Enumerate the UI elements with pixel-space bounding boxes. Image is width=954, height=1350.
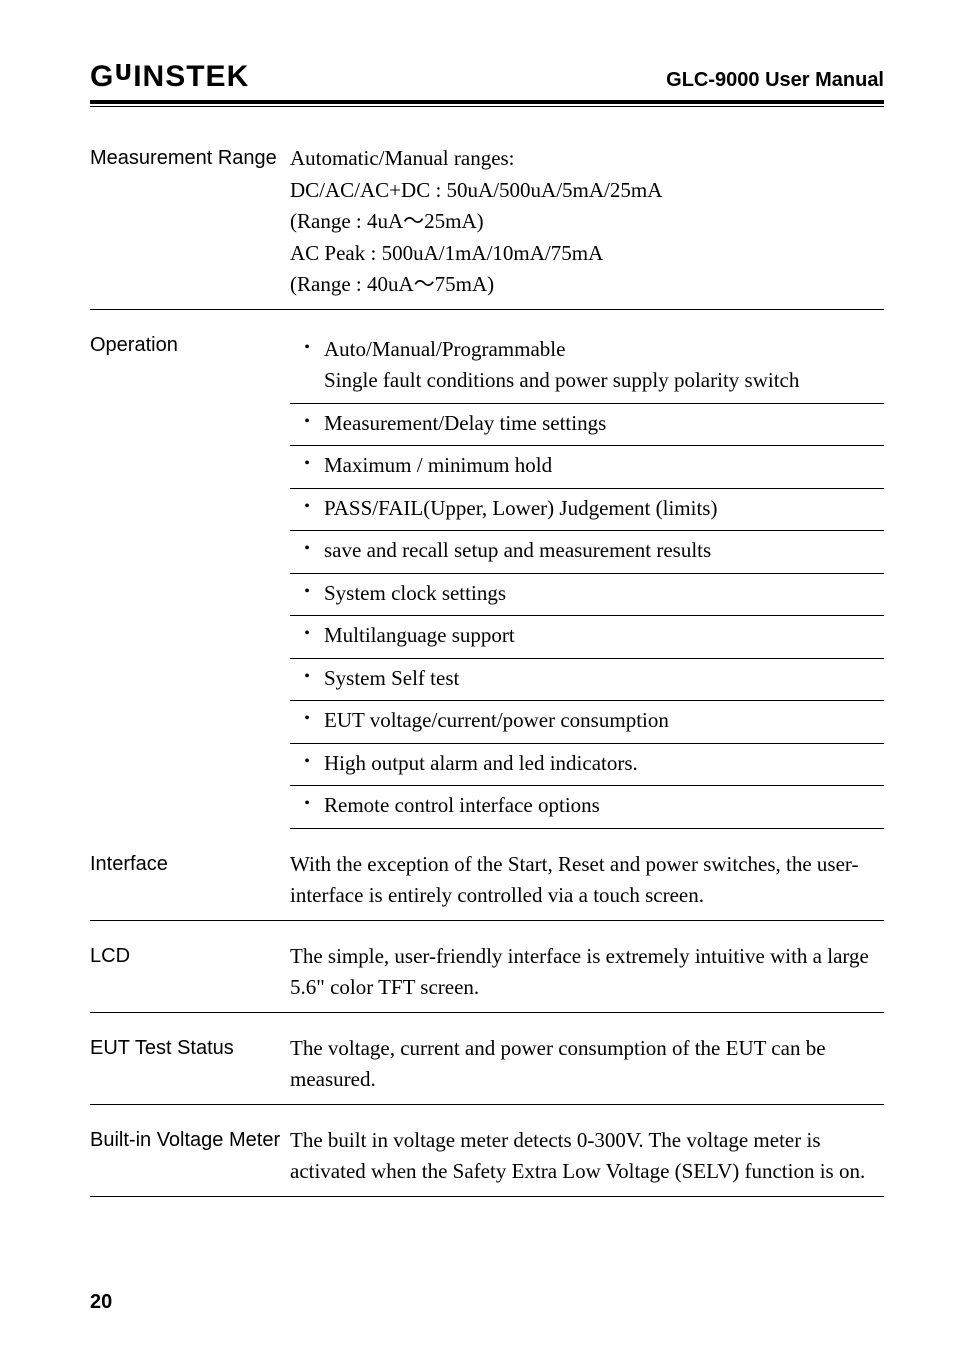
section-label: Operation xyxy=(90,330,290,829)
bullet-icon: • xyxy=(290,620,324,652)
item-text: Multilanguage support xyxy=(324,620,884,652)
section-built-in-voltage-meter: Built-in Voltage Meter The built in volt… xyxy=(90,1125,884,1197)
section-label: EUT Test Status xyxy=(90,1033,290,1096)
section-measurement-range: Measurement Range Automatic/Manual range… xyxy=(90,143,884,310)
item-text: System clock settings xyxy=(324,578,884,610)
bullet-icon: • xyxy=(290,663,324,695)
body-line: DC/AC/AC+DC : 50uA/500uA/5mA/25mA xyxy=(290,175,884,207)
logo-text: G𝗨INSTEK xyxy=(90,60,249,93)
header-rule-thick xyxy=(90,100,884,104)
section-interface: Interface With the exception of the Star… xyxy=(90,849,884,921)
list-item: • System clock settings xyxy=(290,574,884,617)
list-item: • EUT voltage/current/power consumption xyxy=(290,701,884,744)
item-text: Measurement/Delay time settings xyxy=(324,408,884,440)
list-item: • PASS/FAIL(Upper, Lower) Judgement (lim… xyxy=(290,489,884,532)
bullet-icon: • xyxy=(290,705,324,737)
brand-logo: G𝗨INSTEK xyxy=(90,60,249,94)
page-content: Measurement Range Automatic/Manual range… xyxy=(90,143,884,1197)
list-item: • Remote control interface options xyxy=(290,786,884,829)
section-body: The built in voltage meter detects 0-300… xyxy=(290,1125,884,1188)
list-item: • Measurement/Delay time settings xyxy=(290,404,884,447)
page-number: 20 xyxy=(90,1291,112,1314)
list-item: • System Self test xyxy=(290,659,884,702)
item-text: Remote control interface options xyxy=(324,790,884,822)
operation-list: • Auto/Manual/ProgrammableSingle fault c… xyxy=(290,330,884,829)
section-body: The voltage, current and power consumpti… xyxy=(290,1033,884,1096)
bullet-icon: • xyxy=(290,790,324,822)
section-label: Built-in Voltage Meter xyxy=(90,1125,290,1188)
bullet-icon: • xyxy=(290,334,324,397)
body-line: (Range : 4uA～25mA) xyxy=(290,206,884,238)
bullet-icon: • xyxy=(290,748,324,780)
section-label: Measurement Range xyxy=(90,143,290,301)
section-label: LCD xyxy=(90,941,290,1004)
section-body: With the exception of the Start, Reset a… xyxy=(290,849,884,912)
section-operation: Operation • Auto/Manual/ProgrammableSing… xyxy=(90,330,884,829)
body-line: Automatic/Manual ranges: xyxy=(290,143,884,175)
manual-title: GLC-9000 User Manual xyxy=(666,69,884,92)
list-item: • save and recall setup and measurement … xyxy=(290,531,884,574)
section-label: Interface xyxy=(90,849,290,912)
bullet-icon: • xyxy=(290,493,324,525)
bullet-icon: • xyxy=(290,450,324,482)
section-body: Automatic/Manual ranges: DC/AC/AC+DC : 5… xyxy=(290,143,884,301)
body-line: AC Peak : 500uA/1mA/10mA/75mA xyxy=(290,238,884,270)
section-body: • Auto/Manual/ProgrammableSingle fault c… xyxy=(290,330,884,829)
item-text: Auto/Manual/ProgrammableSingle fault con… xyxy=(324,334,884,397)
list-item: • Maximum / minimum hold xyxy=(290,446,884,489)
item-text: High output alarm and led indicators. xyxy=(324,748,884,780)
item-text: save and recall setup and measurement re… xyxy=(324,535,884,567)
bullet-icon: • xyxy=(290,408,324,440)
page-header: G𝗨INSTEK GLC-9000 User Manual xyxy=(90,60,884,94)
header-rule-thin xyxy=(90,106,884,107)
item-text: System Self test xyxy=(324,663,884,695)
list-item: • High output alarm and led indicators. xyxy=(290,744,884,787)
body-line: (Range : 40uA～75mA) xyxy=(290,269,884,301)
item-text: Maximum / minimum hold xyxy=(324,450,884,482)
list-item: • Multilanguage support xyxy=(290,616,884,659)
bullet-icon: • xyxy=(290,535,324,567)
item-text: EUT voltage/current/power consumption xyxy=(324,705,884,737)
section-body: The simple, user-friendly interface is e… xyxy=(290,941,884,1004)
section-lcd: LCD The simple, user-friendly interface … xyxy=(90,941,884,1013)
bullet-icon: • xyxy=(290,578,324,610)
item-text: PASS/FAIL(Upper, Lower) Judgement (limit… xyxy=(324,493,884,525)
section-eut-test-status: EUT Test Status The voltage, current and… xyxy=(90,1033,884,1105)
list-item: • Auto/Manual/ProgrammableSingle fault c… xyxy=(290,330,884,404)
